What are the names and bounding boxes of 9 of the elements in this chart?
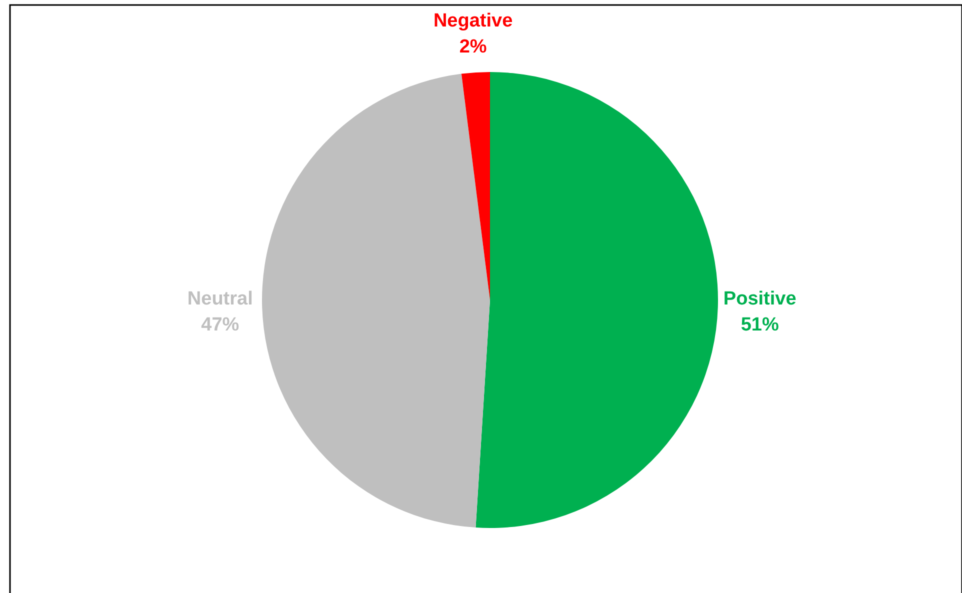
data-label: 47% [201,314,240,336]
pie-slice [476,72,718,528]
slice-label: Neutral [187,288,253,310]
data-label: 51% [740,314,779,336]
slice-label: Negative [433,10,513,32]
pie-slice [461,72,490,300]
data-label: 2% [459,36,487,58]
slice-label: Positive [723,288,796,310]
pie-slice [262,74,490,528]
